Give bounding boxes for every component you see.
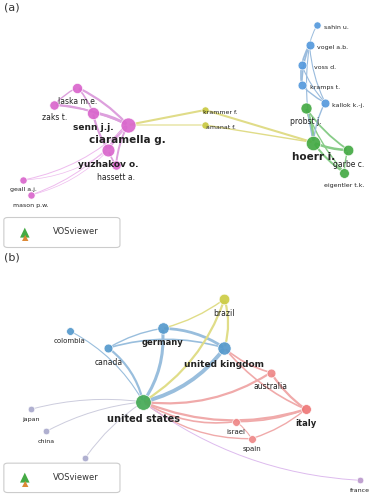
FancyBboxPatch shape xyxy=(4,463,120,492)
Point xyxy=(113,161,119,169)
Text: united kingdom: united kingdom xyxy=(185,360,264,369)
Text: united states: united states xyxy=(107,414,180,424)
Text: eigentler t.k.: eigentler t.k. xyxy=(324,182,365,188)
Point xyxy=(125,121,131,129)
Point xyxy=(221,344,228,352)
Text: ▲: ▲ xyxy=(22,234,28,242)
Text: probst j.: probst j. xyxy=(290,118,322,126)
Text: ▲: ▲ xyxy=(21,471,30,484)
Point xyxy=(90,108,96,116)
Text: canada: canada xyxy=(94,358,122,367)
Point xyxy=(74,84,80,92)
Text: vogel a.b.: vogel a.b. xyxy=(317,45,348,50)
Point xyxy=(67,327,73,335)
Point xyxy=(105,146,111,154)
Text: israel: israel xyxy=(226,429,246,435)
Text: krammer f.: krammer f. xyxy=(203,110,238,115)
Text: italy: italy xyxy=(295,419,316,428)
Text: spain: spain xyxy=(242,446,261,452)
Point xyxy=(82,454,88,462)
FancyBboxPatch shape xyxy=(4,218,120,248)
Text: mason p.w.: mason p.w. xyxy=(13,202,49,207)
Point xyxy=(248,434,255,442)
Text: china: china xyxy=(38,438,55,444)
Text: voss d.: voss d. xyxy=(314,65,336,70)
Text: brazil: brazil xyxy=(214,309,235,318)
Point xyxy=(159,324,166,332)
Point xyxy=(202,121,208,129)
Point xyxy=(28,405,34,413)
Point xyxy=(299,81,305,89)
Text: geall a.j.: geall a.j. xyxy=(10,188,37,192)
Point xyxy=(314,21,320,29)
Point xyxy=(341,168,348,176)
Text: VOSviewer: VOSviewer xyxy=(53,473,98,482)
Point xyxy=(268,368,274,376)
Point xyxy=(51,101,57,109)
Point xyxy=(345,146,351,154)
Point xyxy=(303,405,309,413)
Text: laska m.e.: laska m.e. xyxy=(58,98,97,106)
Point xyxy=(357,476,363,484)
Text: (b): (b) xyxy=(4,252,20,262)
Point xyxy=(140,398,146,406)
Point xyxy=(28,191,34,199)
Text: VOSviewer: VOSviewer xyxy=(53,228,98,236)
Point xyxy=(307,41,313,49)
Text: amanat f.: amanat f. xyxy=(205,125,236,130)
Text: hoerr i.: hoerr i. xyxy=(292,152,335,162)
Point xyxy=(303,104,309,112)
Text: sahin u.: sahin u. xyxy=(324,25,349,30)
Text: ciaramella g.: ciaramella g. xyxy=(89,135,166,145)
Text: germany: germany xyxy=(142,338,183,347)
Text: netherlands: netherlands xyxy=(66,466,104,470)
Text: hassett a.: hassett a. xyxy=(97,172,135,182)
Text: kallok k.-j.: kallok k.-j. xyxy=(332,102,365,108)
Text: ▲: ▲ xyxy=(22,478,28,488)
Text: japan: japan xyxy=(22,416,40,422)
Point xyxy=(43,428,50,436)
Text: yuzhakov o.: yuzhakov o. xyxy=(78,160,139,169)
Point xyxy=(202,106,208,114)
Point xyxy=(322,98,328,106)
Point xyxy=(221,295,228,303)
Point xyxy=(299,61,305,69)
Text: colombia: colombia xyxy=(54,338,86,344)
Point xyxy=(20,176,26,184)
Text: australia: australia xyxy=(254,382,288,392)
Text: france: france xyxy=(350,488,370,492)
Point xyxy=(310,138,317,146)
Text: ▲: ▲ xyxy=(21,226,30,238)
Text: senn j.j.: senn j.j. xyxy=(73,122,113,132)
Text: (a): (a) xyxy=(4,2,19,12)
Point xyxy=(233,418,239,426)
Text: zaks t.: zaks t. xyxy=(41,112,67,122)
Point xyxy=(105,344,111,352)
Text: garbe c.: garbe c. xyxy=(333,160,364,169)
Text: kramps t.: kramps t. xyxy=(310,85,340,90)
